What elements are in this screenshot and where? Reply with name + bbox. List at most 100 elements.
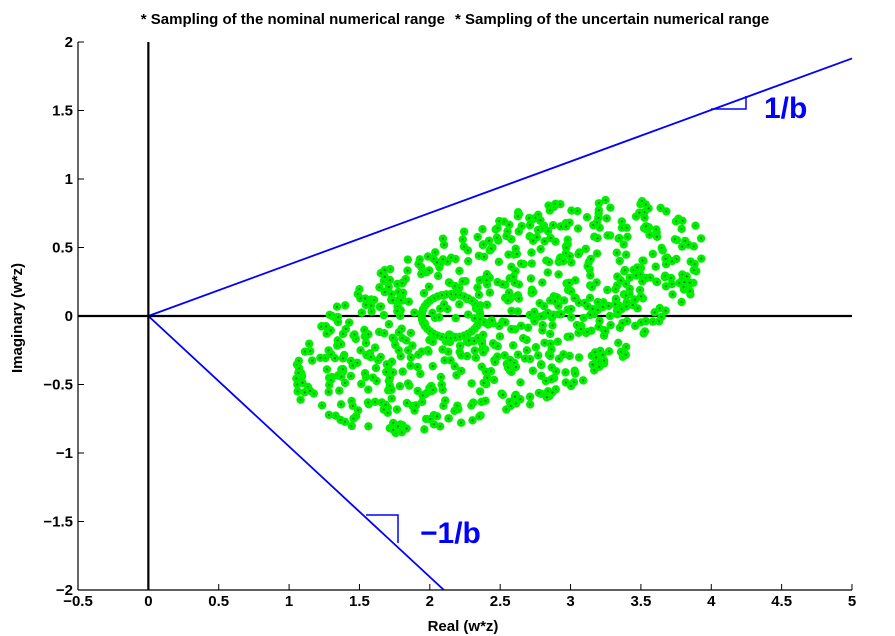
scatter-point (367, 307, 376, 316)
scatter-point (632, 271, 641, 280)
scatter-point (622, 223, 631, 232)
scatter-point (394, 328, 404, 337)
scatter-point (620, 265, 630, 275)
scatter-point (516, 378, 525, 387)
scatter-point (338, 354, 348, 363)
scatter-point (424, 347, 433, 356)
scatter-point (542, 393, 551, 402)
scatter-point (531, 213, 540, 223)
scatter-point (518, 333, 528, 343)
scatter-point (631, 321, 640, 331)
scatter-point (625, 273, 634, 282)
scatter-point (397, 428, 407, 437)
scatter-point (671, 217, 681, 226)
scatter-point (479, 378, 488, 387)
scatter-point (322, 365, 332, 374)
legend-nominal: * Sampling of the nominal numerical rang… (141, 11, 445, 28)
scatter-point (441, 396, 450, 405)
scatter-point (335, 386, 344, 395)
scatter-point (546, 233, 555, 243)
scatter-point (511, 399, 521, 408)
scatter-point (493, 342, 502, 351)
scatter-point (494, 257, 504, 267)
scatter-point (403, 379, 413, 388)
scatter-point (293, 387, 302, 396)
scatter-point (546, 339, 555, 348)
scatter-point (353, 289, 362, 299)
scatter-point (527, 259, 536, 268)
scatter-point (611, 299, 620, 309)
scatter-point (592, 249, 602, 258)
scatter-point (583, 327, 592, 337)
scatter-point (475, 276, 484, 285)
scatter-point (468, 416, 477, 425)
scatter-point (384, 320, 394, 329)
scatter-point (403, 255, 413, 264)
scatter-point (559, 257, 568, 266)
scatter-point (406, 361, 415, 370)
scatter-point (406, 328, 416, 338)
scatter-point (432, 412, 442, 421)
scatter-point (594, 205, 604, 215)
scatter-point (650, 308, 659, 317)
scatter-point (633, 263, 642, 272)
scatter-point (292, 374, 301, 383)
scatter-point (403, 346, 413, 355)
scatter-point (428, 361, 437, 371)
scatter-point (439, 300, 449, 309)
y-tick-label: −1.5 (43, 514, 73, 531)
x-tick-label: 5 (848, 593, 856, 610)
scatter-point (593, 233, 602, 243)
slope-mark-lower (366, 514, 399, 543)
scatter-point (565, 218, 574, 227)
scatter-point (567, 287, 576, 296)
scatter-point (338, 329, 348, 339)
scatter-point (638, 277, 647, 286)
scatter-point (402, 336, 411, 345)
scatter-point (464, 256, 473, 266)
x-tick-label: 2.5 (490, 593, 511, 610)
y-tick-label: −1 (56, 445, 73, 462)
scatter-point (646, 273, 655, 282)
scatter-point (300, 388, 309, 397)
scatter-point (685, 286, 695, 296)
scatter-point (425, 266, 434, 275)
scatter-point (657, 243, 666, 253)
scatter-point (573, 206, 582, 216)
scatter-point (533, 351, 543, 360)
scatter-point (621, 291, 631, 300)
scatter-point (538, 278, 547, 287)
scatter-point (371, 363, 381, 373)
scatter-point (388, 333, 397, 342)
scatter-point (370, 343, 380, 352)
scatter-point (360, 369, 370, 378)
scatter-point (612, 248, 622, 257)
scatter-point (543, 268, 552, 277)
scatter-point (458, 277, 467, 286)
scatter-point (495, 332, 505, 341)
scatter-point (457, 366, 466, 375)
scatter-point (492, 233, 502, 242)
scatter-point (436, 372, 446, 382)
scatter-point (348, 401, 357, 411)
scatter-point (547, 363, 556, 372)
scatter-point (536, 244, 545, 254)
scatter-point (582, 212, 592, 222)
scatter-point (376, 302, 386, 311)
scatter-point (487, 244, 496, 253)
scatter-point (615, 256, 624, 266)
scatter-point (546, 351, 555, 361)
scatter-point (379, 405, 388, 414)
scatter-point (386, 264, 395, 274)
x-tick-label: −0.5 (63, 593, 93, 610)
scatter-point (530, 317, 539, 326)
scatter-point (474, 251, 484, 260)
scatter-point (548, 321, 557, 330)
scatter-point (330, 353, 340, 363)
scatter-point (543, 227, 553, 236)
scatter-point (661, 282, 671, 291)
scatter-point (387, 394, 396, 403)
scatter-point (384, 282, 393, 292)
scatter-point (525, 213, 534, 223)
scatter-point (357, 308, 367, 317)
